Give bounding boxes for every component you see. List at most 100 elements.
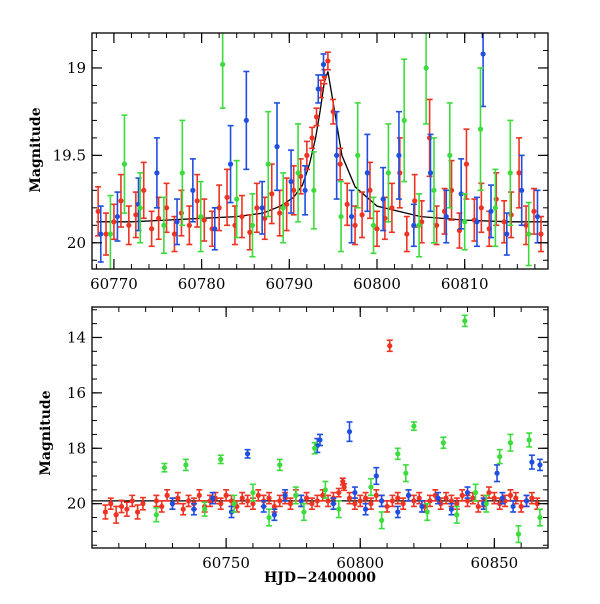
top-panel: 60770 60780 60790 60800 60810 19 19.5 20 bbox=[53, 32, 549, 293]
data-point bbox=[374, 226, 380, 232]
data-point bbox=[411, 222, 417, 228]
data-point bbox=[223, 492, 229, 498]
data-point bbox=[352, 501, 358, 507]
data-point bbox=[322, 487, 328, 493]
x-tick-label: 60790 bbox=[265, 275, 313, 293]
data-point bbox=[464, 498, 471, 504]
data-point bbox=[212, 226, 218, 232]
data-point bbox=[121, 161, 128, 167]
data-point bbox=[284, 201, 290, 207]
data-point bbox=[135, 509, 141, 515]
data-point bbox=[357, 498, 363, 504]
data-point bbox=[161, 465, 168, 471]
data-point bbox=[385, 170, 391, 176]
data-point bbox=[280, 205, 286, 211]
data-point bbox=[269, 191, 275, 197]
data-point bbox=[488, 208, 494, 214]
data-point bbox=[218, 456, 224, 462]
data-point bbox=[178, 210, 185, 216]
data-point bbox=[180, 506, 186, 512]
data-point bbox=[499, 495, 505, 501]
data-point bbox=[254, 205, 260, 211]
data-point bbox=[194, 198, 200, 204]
data-point bbox=[298, 498, 304, 504]
data-point bbox=[400, 501, 406, 507]
data-point bbox=[220, 61, 226, 68]
data-point bbox=[202, 506, 208, 512]
data-point bbox=[126, 222, 132, 228]
data-point bbox=[359, 212, 365, 218]
data-point bbox=[303, 495, 310, 501]
data-point bbox=[154, 170, 160, 176]
data-point bbox=[179, 170, 185, 176]
data-point bbox=[504, 231, 510, 237]
y-tick-label: 20 bbox=[67, 495, 86, 513]
x-tick-label: 60850 bbox=[470, 554, 518, 572]
y-tick-label: 18 bbox=[67, 439, 86, 457]
data-point bbox=[373, 492, 379, 498]
data-point bbox=[494, 470, 500, 476]
data-point bbox=[153, 512, 159, 518]
data-point bbox=[95, 208, 101, 214]
data-point bbox=[411, 498, 417, 504]
data-point bbox=[133, 212, 139, 218]
data-point bbox=[427, 170, 434, 176]
data-point bbox=[277, 462, 283, 468]
data-point bbox=[282, 492, 288, 498]
data-point bbox=[218, 501, 224, 507]
data-point bbox=[341, 484, 347, 490]
data-point bbox=[472, 489, 479, 496]
data-point bbox=[346, 495, 353, 501]
data-point bbox=[424, 509, 430, 515]
data-point bbox=[396, 152, 402, 158]
data-point bbox=[149, 226, 155, 232]
plot-frame bbox=[91, 306, 549, 549]
series-blue bbox=[169, 421, 543, 522]
data-point bbox=[368, 484, 374, 490]
data-point bbox=[334, 152, 340, 158]
data-point bbox=[478, 205, 484, 211]
data-point bbox=[367, 187, 373, 193]
bottom-panel: 60750 60800 60850 14 16 18 20 bbox=[67, 306, 549, 572]
plot-area bbox=[95, 33, 548, 269]
data-point bbox=[537, 462, 543, 468]
data-point bbox=[419, 503, 425, 510]
x-tick-label: 60800 bbox=[353, 275, 401, 293]
data-point bbox=[249, 222, 256, 228]
data-point bbox=[380, 196, 386, 202]
data-point bbox=[287, 501, 294, 507]
data-point bbox=[330, 109, 336, 115]
data-point bbox=[464, 489, 471, 496]
data-point bbox=[169, 501, 176, 507]
data-point bbox=[475, 503, 481, 510]
series-red bbox=[102, 339, 541, 524]
data-point bbox=[458, 191, 464, 197]
data-point bbox=[507, 440, 514, 446]
data-point bbox=[243, 117, 249, 124]
data-point bbox=[317, 437, 323, 443]
data-point bbox=[98, 231, 104, 237]
data-point bbox=[304, 152, 310, 158]
data-point bbox=[277, 498, 283, 504]
data-point bbox=[513, 495, 519, 501]
data-point bbox=[434, 222, 440, 228]
plot-area bbox=[92, 314, 548, 544]
bottom-y-axis-label: Magnitude bbox=[38, 390, 54, 475]
data-point bbox=[164, 492, 170, 498]
data-point bbox=[113, 512, 119, 518]
data-point bbox=[261, 503, 267, 510]
data-point bbox=[159, 503, 165, 510]
y-tick-label: 19 bbox=[67, 59, 86, 77]
data-point bbox=[416, 222, 422, 228]
data-point bbox=[416, 495, 422, 501]
data-point bbox=[379, 498, 385, 504]
data-point bbox=[325, 58, 331, 64]
data-point bbox=[486, 489, 492, 496]
data-point bbox=[293, 492, 299, 498]
data-point bbox=[352, 489, 358, 496]
y-tick-label: 14 bbox=[67, 328, 86, 346]
data-point bbox=[447, 152, 453, 158]
data-point bbox=[259, 205, 265, 211]
data-point bbox=[185, 498, 192, 504]
data-point bbox=[340, 478, 346, 485]
